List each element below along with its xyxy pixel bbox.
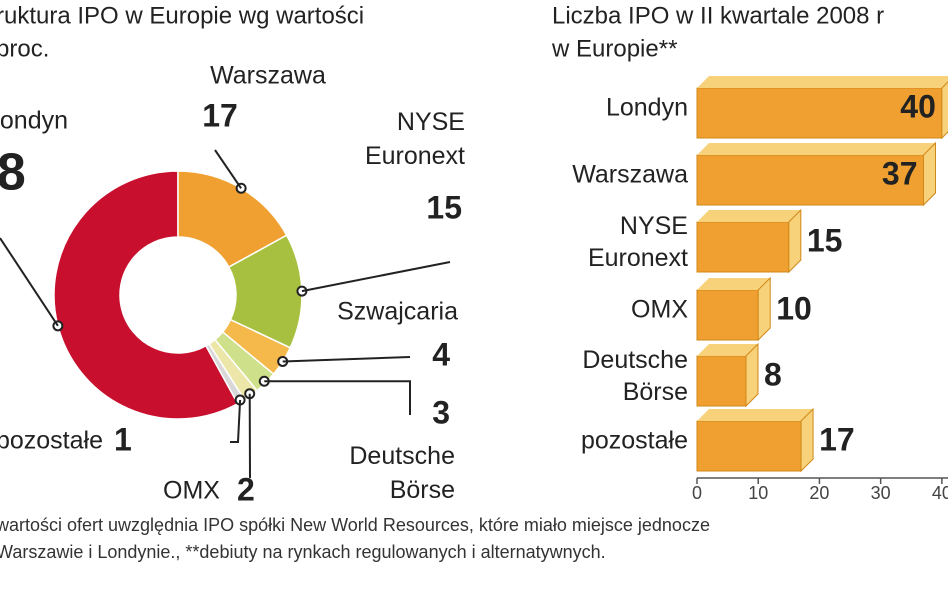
- chart-title: ruktura IPO w Europie wg wartości: [0, 2, 364, 29]
- chart-title: w Europie**: [551, 35, 677, 62]
- value-label: 58: [0, 144, 26, 202]
- leader-line: [264, 380, 411, 415]
- y-tick-label: OMX: [631, 296, 688, 324]
- bar-top: [697, 210, 801, 222]
- x-tick-label: 10: [748, 483, 768, 503]
- pie-label: Deutsche Börse: [349, 442, 455, 504]
- bar: [696, 289, 759, 341]
- x-tick-label: 30: [871, 483, 891, 503]
- value-label: 17: [819, 421, 855, 457]
- bar: [696, 221, 790, 273]
- leader-line: [230, 399, 242, 443]
- pie-label: Londyn: [0, 107, 68, 135]
- chart-title: proc.: [0, 35, 49, 62]
- pie-label: OMX: [163, 477, 220, 505]
- leader-line: [0, 237, 59, 327]
- y-tick-label: Londyn: [606, 94, 688, 122]
- bar-top: [697, 278, 771, 290]
- value-label: 8: [764, 356, 782, 392]
- pie-label: Szwajcaria: [337, 298, 458, 326]
- footnote: Warszawie i Londynie., **debiuty na rynk…: [0, 542, 606, 562]
- bar: [696, 154, 925, 206]
- bar-top: [697, 76, 948, 88]
- value-label: 37: [882, 155, 918, 191]
- pie-label: NYSE Euronext: [365, 108, 465, 170]
- value-label: 15: [807, 222, 843, 258]
- value-label: 4: [432, 336, 450, 372]
- pie-label: pozostałe: [0, 427, 103, 455]
- y-tick-label: Deutsche Börse: [582, 346, 688, 406]
- pie-label: Warszawa: [210, 62, 326, 90]
- bar-top: [697, 344, 758, 356]
- value-label: 1: [114, 421, 132, 457]
- x-tick-label: 20: [809, 483, 829, 503]
- value-label: 2: [237, 471, 255, 507]
- leader-line: [282, 356, 411, 363]
- footnote: wartości ofert uwzględnia IPO spółki New…: [0, 515, 710, 535]
- y-tick-label: pozostałe: [581, 427, 688, 455]
- x-tick-label: 0: [692, 483, 702, 503]
- pie-slice: [53, 170, 239, 420]
- bar-end: [923, 141, 937, 207]
- value-label: 17: [202, 97, 238, 133]
- value-label: 10: [776, 290, 812, 326]
- leader-line: [301, 261, 451, 293]
- leader-line: [214, 149, 242, 189]
- bar-end: [745, 342, 759, 408]
- y-tick-label: NYSE Euronext: [588, 212, 688, 272]
- bar-end: [800, 407, 814, 473]
- bar: [696, 355, 747, 407]
- y-tick-label: Warszawa: [572, 161, 688, 189]
- bar-end: [757, 276, 771, 342]
- value-label: 40: [900, 88, 936, 124]
- value-label: 3: [432, 394, 450, 430]
- chart-title: Liczba IPO w II kwartale 2008 r: [552, 2, 884, 29]
- bar-end: [788, 208, 802, 274]
- bar-top: [697, 143, 936, 155]
- bar: [696, 87, 943, 139]
- bar-top: [697, 409, 814, 421]
- value-label: 15: [426, 189, 462, 225]
- x-tick-label: 40: [932, 483, 948, 503]
- bar-end: [941, 81, 948, 140]
- bar: [696, 420, 802, 472]
- pie-slice: [177, 170, 288, 269]
